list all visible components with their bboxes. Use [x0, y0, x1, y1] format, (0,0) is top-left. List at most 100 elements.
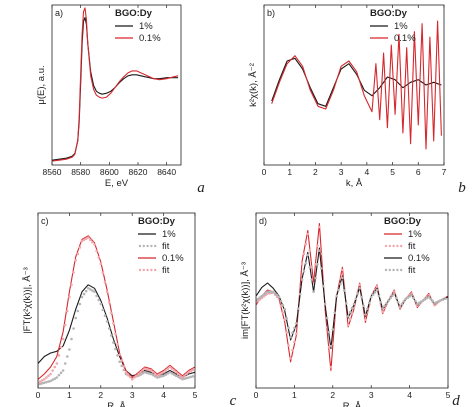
fit-point: [72, 271, 75, 274]
series-3-points: [256, 249, 447, 348]
panel-b: 0 1 2 3 4 5 6 7 k, Å k²χ(k), Å⁻² b) BGO:Dy 1%0.1%: [248, 4, 447, 189]
fit-point: [329, 344, 333, 348]
series-line-0: [256, 222, 448, 372]
fit-point: [174, 374, 178, 378]
fit-point: [97, 298, 101, 302]
fit-point: [191, 375, 195, 378]
fit-point: [281, 311, 285, 315]
fit-point: [314, 263, 317, 266]
fit-point: [366, 307, 369, 310]
fit-point: [412, 296, 415, 300]
fit-point: [99, 302, 103, 306]
fit-point: [379, 300, 383, 304]
legend: BGO:Dy 1%0.1%: [115, 8, 161, 44]
corner-label: c: [230, 393, 237, 407]
fit-point: [283, 318, 287, 322]
fit-point: [45, 376, 48, 379]
axes-frame: [37, 212, 196, 389]
fit-point: [47, 374, 50, 378]
fit-point: [327, 330, 331, 334]
fit-point: [302, 252, 306, 256]
x-tick-label: 5: [446, 390, 451, 400]
x-tick-label: 5: [390, 167, 395, 177]
fit-point: [389, 296, 392, 300]
fit-point: [287, 326, 290, 330]
fit-point: [335, 294, 338, 298]
x-tick-label: 8640: [157, 167, 176, 177]
fit-point: [47, 380, 50, 383]
fit-point: [40, 382, 44, 385]
legend-entry: 0.1%: [139, 33, 161, 44]
fit-point: [423, 298, 427, 301]
x-tick-label: 4: [364, 167, 369, 177]
fit-point: [417, 301, 421, 305]
fit-point: [358, 283, 361, 287]
fit-point: [89, 288, 92, 291]
fit-point: [344, 302, 348, 305]
fit-point: [187, 376, 191, 379]
fit-point: [318, 249, 321, 252]
fit-point: [95, 249, 98, 253]
fit-point: [82, 238, 86, 242]
fit-point: [147, 368, 151, 372]
fit-point: [295, 321, 298, 325]
fit-point: [316, 244, 319, 247]
x-tick-label: 3: [339, 167, 344, 177]
fit-point: [176, 375, 180, 379]
fit-point: [398, 305, 402, 308]
fit-point: [135, 374, 138, 378]
fit-point: [408, 295, 411, 298]
x-axis-label: E, eV: [105, 178, 129, 189]
fit-point: [168, 370, 172, 374]
plot-area: [271, 20, 442, 150]
fit-point: [139, 373, 142, 376]
fit-point: [107, 327, 111, 330]
x-tick-label: 7: [442, 167, 447, 177]
fit-point: [172, 373, 176, 376]
fit-point: [147, 372, 151, 375]
fit-point: [99, 262, 103, 266]
fit-point: [51, 369, 54, 372]
fit-point: [385, 301, 388, 305]
fit-point: [285, 331, 289, 334]
fit-point: [112, 321, 115, 325]
fit-point: [68, 348, 71, 351]
fit-point: [287, 344, 290, 347]
y-axis-label: |FT(k²χ(k))|, Å⁻³: [22, 267, 33, 334]
fit-point: [191, 368, 195, 372]
legend-marker: [388, 244, 391, 248]
fit-point: [270, 290, 273, 294]
fit-point: [114, 332, 117, 336]
fit-point: [118, 360, 121, 364]
fit-point: [373, 291, 377, 294]
fit-point: [97, 256, 101, 259]
fit-point: [57, 354, 61, 357]
fit-point: [51, 378, 54, 382]
fit-point: [281, 303, 285, 307]
fit-point: [310, 278, 313, 281]
panel-label: c): [41, 216, 49, 226]
legend-marker: [392, 268, 395, 272]
x-axis-label: R, Å: [343, 401, 362, 407]
fit-point: [300, 278, 304, 281]
fit-point: [325, 316, 329, 320]
legend-marker: [384, 244, 388, 248]
fit-point: [76, 252, 80, 256]
fit-point: [392, 292, 396, 295]
fit-point: [419, 300, 423, 303]
fit-point: [410, 293, 413, 297]
fit-point: [141, 372, 144, 375]
y-axis-label: μ(E), a.u.: [36, 65, 47, 104]
fit-point: [352, 302, 356, 306]
fit-point: [120, 359, 124, 362]
legend-entry: 1%: [162, 229, 176, 240]
fit-point: [78, 302, 82, 306]
panel-label: b): [267, 8, 275, 18]
fit-point: [394, 296, 398, 300]
fit-point: [421, 299, 425, 302]
fit-point: [61, 337, 65, 341]
fit-point: [80, 295, 84, 299]
fit-point: [59, 345, 63, 349]
x-tick-label: 3: [369, 390, 374, 400]
